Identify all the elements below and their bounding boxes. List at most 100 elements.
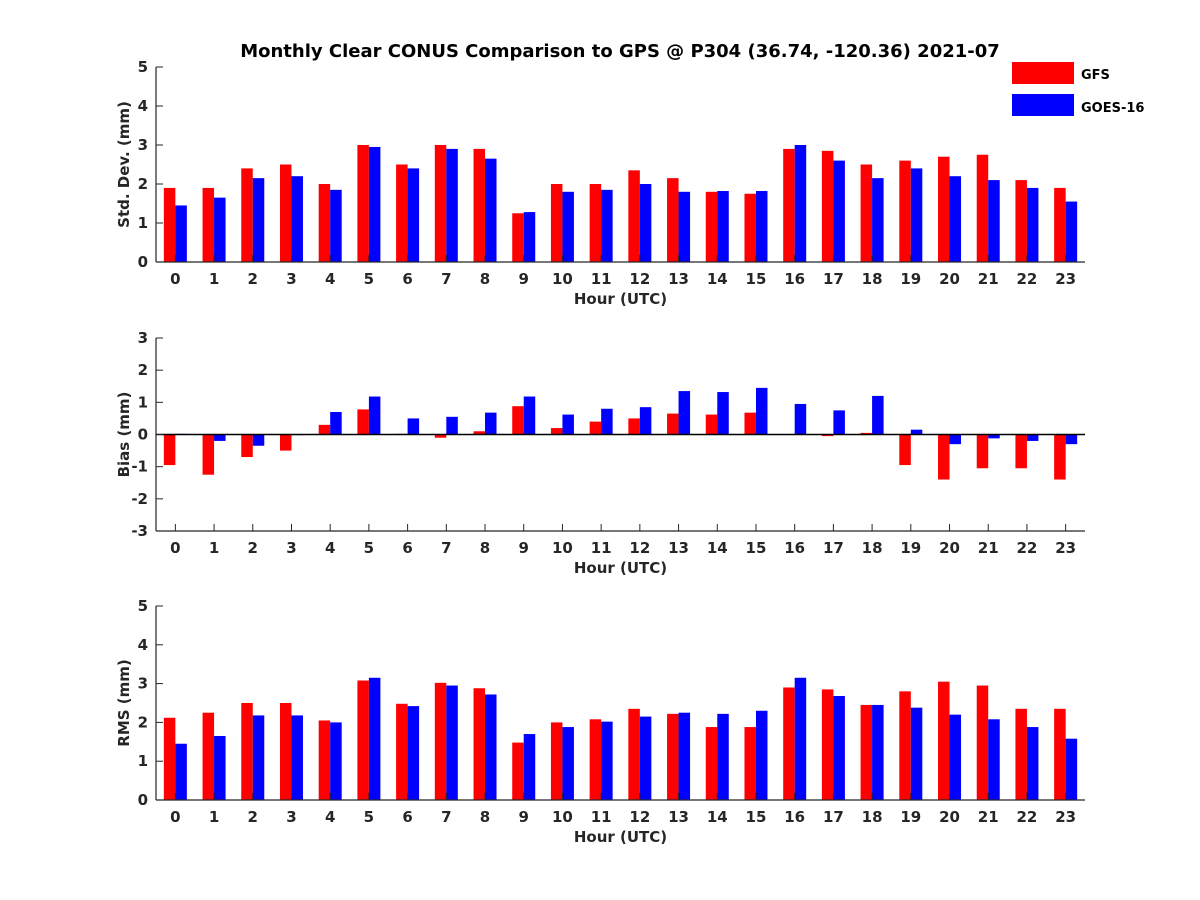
bar-gfs-hour-10 bbox=[550, 184, 563, 262]
y-tick-label: 3 bbox=[138, 675, 148, 693]
bar-goes16-hour-17 bbox=[833, 410, 845, 435]
x-tick-label-11: 11 bbox=[591, 270, 612, 288]
x-tick-label-4: 4 bbox=[325, 539, 335, 557]
x-tick-label-21: 21 bbox=[978, 808, 999, 826]
bar-gfs-hour-12 bbox=[628, 708, 640, 800]
x-tick-label-4: 4 bbox=[325, 270, 335, 288]
bar-goes16-hour-2 bbox=[252, 178, 265, 262]
bar-gfs-hour-11 bbox=[589, 719, 602, 800]
bar-goes16-hour-19 bbox=[910, 707, 923, 800]
y-tick-label: 0 bbox=[138, 426, 148, 444]
bar-goes16-hour-18 bbox=[872, 395, 884, 435]
bar-gfs-hour-0 bbox=[163, 717, 176, 800]
bar-goes16-hour-2 bbox=[252, 715, 265, 800]
bar-goes16-hour-8 bbox=[485, 694, 497, 800]
bar-gfs-hour-8 bbox=[473, 148, 486, 262]
x-tick-label-12: 12 bbox=[629, 808, 650, 826]
bar-goes16-hour-16 bbox=[794, 145, 807, 262]
bar-goes16-hour-10 bbox=[562, 727, 574, 800]
x-tick-label-23: 23 bbox=[1055, 808, 1076, 826]
y-tick-label: -3 bbox=[131, 522, 148, 540]
bar-goes16-hour-7 bbox=[446, 685, 458, 800]
x-tick-label-6: 6 bbox=[402, 808, 412, 826]
x-tick-label-0: 0 bbox=[170, 539, 180, 557]
bar-goes16-hour-1 bbox=[214, 735, 226, 800]
x-tick-label-18: 18 bbox=[862, 808, 883, 826]
bar-gfs-hour-22 bbox=[1015, 434, 1027, 469]
bar-goes16-hour-3 bbox=[291, 715, 303, 800]
x-tick-label-20: 20 bbox=[939, 808, 960, 826]
x-tick-label-3: 3 bbox=[286, 270, 296, 288]
x-tick-label-20: 20 bbox=[939, 539, 960, 557]
x-tick-label-23: 23 bbox=[1055, 539, 1076, 557]
bar-gfs-hour-8 bbox=[473, 688, 486, 800]
bar-gfs-hour-10 bbox=[550, 428, 563, 435]
x-tick-label-22: 22 bbox=[1017, 270, 1038, 288]
x-tick-label-20: 20 bbox=[939, 270, 960, 288]
y-tick-label: 5 bbox=[138, 597, 148, 615]
x-tick-label-18: 18 bbox=[862, 539, 883, 557]
y-tick-label: -2 bbox=[131, 490, 148, 508]
bar-goes16-hour-17 bbox=[833, 696, 845, 800]
x-tick-label-2: 2 bbox=[248, 270, 258, 288]
bar-gfs-hour-11 bbox=[589, 184, 602, 262]
bar-gfs-hour-5 bbox=[357, 680, 369, 800]
bar-goes16-hour-1 bbox=[214, 434, 226, 441]
bar-goes16-hour-5 bbox=[368, 146, 381, 262]
legend-swatch-goes16 bbox=[1012, 94, 1074, 116]
bar-goes16-hour-20 bbox=[949, 434, 962, 445]
y-tick-label: 1 bbox=[138, 393, 148, 411]
bar-goes16-hour-22 bbox=[1026, 434, 1039, 441]
bar-gfs-hour-20 bbox=[938, 681, 950, 800]
x-tick-label-15: 15 bbox=[746, 808, 767, 826]
x-tick-label-16: 16 bbox=[784, 808, 805, 826]
x-tick-label-10: 10 bbox=[552, 539, 573, 557]
y-axis-label: Std. Dev. (mm) bbox=[115, 101, 133, 228]
x-tick-label-12: 12 bbox=[629, 270, 650, 288]
bar-goes16-hour-17 bbox=[833, 160, 845, 262]
bar-goes16-hour-10 bbox=[562, 414, 574, 435]
x-tick-label-17: 17 bbox=[823, 270, 844, 288]
bar-gfs-hour-19 bbox=[899, 691, 911, 800]
bar-goes16-hour-7 bbox=[446, 148, 458, 262]
bar-goes16-hour-5 bbox=[368, 396, 381, 435]
bar-goes16-hour-4 bbox=[330, 189, 342, 262]
bar-goes16-hour-11 bbox=[601, 189, 613, 262]
bar-goes16-hour-4 bbox=[330, 722, 342, 800]
bar-gfs-hour-3 bbox=[279, 434, 292, 451]
bar-gfs-hour-14 bbox=[705, 414, 718, 435]
x-tick-label-1: 1 bbox=[209, 539, 219, 557]
bar-gfs-hour-6 bbox=[396, 164, 408, 262]
bar-gfs-hour-16 bbox=[783, 687, 795, 800]
x-tick-label-10: 10 bbox=[552, 808, 573, 826]
y-axis-label: RMS (mm) bbox=[115, 659, 133, 746]
x-tick-label-15: 15 bbox=[746, 270, 767, 288]
x-tick-label-1: 1 bbox=[209, 808, 219, 826]
bar-goes16-hour-11 bbox=[601, 408, 613, 435]
bar-goes16-hour-12 bbox=[639, 184, 652, 262]
x-tick-label-15: 15 bbox=[746, 539, 767, 557]
x-tick-label-22: 22 bbox=[1017, 808, 1038, 826]
bar-gfs-hour-19 bbox=[899, 160, 911, 262]
bar-gfs-hour-13 bbox=[667, 178, 679, 262]
x-tick-label-5: 5 bbox=[364, 808, 374, 826]
bar-goes16-hour-13 bbox=[678, 712, 691, 800]
bar-goes16-hour-22 bbox=[1026, 727, 1039, 800]
bar-goes16-hour-0 bbox=[175, 743, 187, 800]
x-tick-label-7: 7 bbox=[441, 539, 451, 557]
bar-gfs-hour-20 bbox=[938, 434, 950, 480]
bar-goes16-hour-15 bbox=[755, 387, 768, 435]
bar-gfs-hour-4 bbox=[318, 720, 331, 800]
x-tick-label-10: 10 bbox=[552, 270, 573, 288]
bar-gfs-hour-23 bbox=[1054, 434, 1066, 480]
bar-goes16-hour-3 bbox=[291, 176, 303, 262]
y-tick-label: 4 bbox=[138, 636, 148, 654]
bar-gfs-hour-4 bbox=[318, 424, 331, 435]
bar-goes16-hour-14 bbox=[717, 191, 729, 262]
x-tick-label-17: 17 bbox=[823, 808, 844, 826]
x-axis-label: Hour (UTC) bbox=[574, 290, 667, 308]
x-tick-label-0: 0 bbox=[170, 270, 180, 288]
